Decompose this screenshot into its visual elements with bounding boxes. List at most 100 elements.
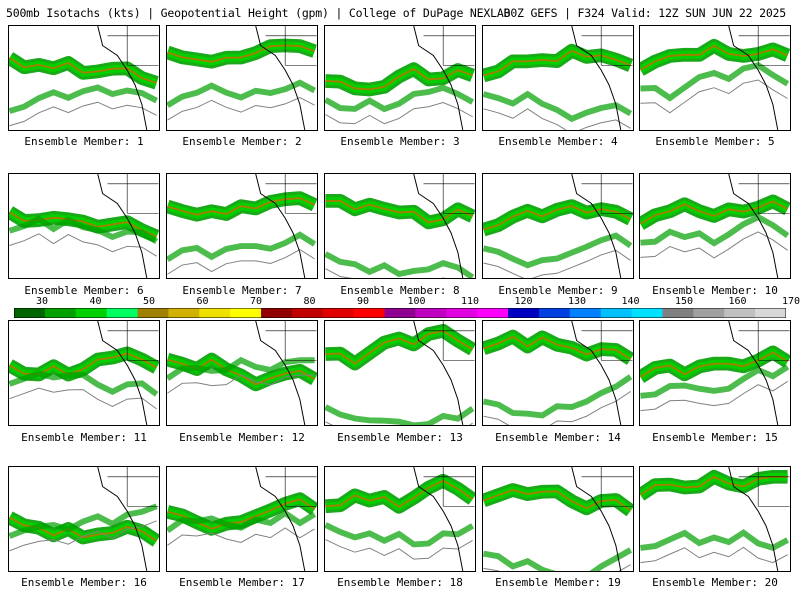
- isotach-map: [325, 26, 475, 130]
- ensemble-caption-3: Ensemble Member: 3: [340, 135, 460, 148]
- isotach-map: [640, 174, 790, 278]
- ensemble-panel-20: [639, 466, 791, 572]
- scale-label: 90: [356, 296, 370, 307]
- ensemble-panel-13: [324, 320, 476, 426]
- ensemble-caption-11: Ensemble Member: 11: [21, 431, 147, 444]
- color-scale-bar: [14, 308, 786, 318]
- scale-label: 100: [407, 296, 426, 307]
- scale-swatch: [415, 308, 447, 318]
- isotach-map: [483, 174, 633, 278]
- scale-swatch: [199, 308, 231, 318]
- scale-label: 120: [514, 296, 533, 307]
- ensemble-panel-10: [639, 173, 791, 279]
- ensemble-caption-1: Ensemble Member: 1: [24, 135, 144, 148]
- isotach-map: [9, 467, 159, 571]
- isotach-map: [483, 467, 633, 571]
- isotach-map: [9, 174, 159, 278]
- ensemble-caption-20: Ensemble Member: 20: [652, 576, 778, 589]
- scale-label: 50: [142, 296, 156, 307]
- scale-swatch: [538, 308, 571, 318]
- ensemble-panel-16: [8, 466, 160, 572]
- ensemble-panel-5: [639, 25, 791, 131]
- isotach-map: [483, 321, 633, 425]
- map-title: 500mb Isotachs (kts) | Geopotential Heig…: [6, 6, 511, 20]
- ensemble-caption-10: Ensemble Member: 10: [652, 284, 778, 297]
- scale-label: 130: [567, 296, 587, 307]
- ensemble-caption-15: Ensemble Member: 15: [652, 431, 778, 444]
- ensemble-panel-11: [8, 320, 160, 426]
- scale-label: 80: [303, 296, 316, 307]
- scale-label: 140: [621, 296, 640, 307]
- scale-swatch: [261, 308, 293, 318]
- ensemble-caption-5: Ensemble Member: 5: [655, 135, 775, 148]
- ensemble-panel-19: [482, 466, 634, 572]
- scale-swatch: [508, 308, 540, 318]
- ensemble-caption-12: Ensemble Member: 12: [179, 431, 305, 444]
- scale-label: 110: [460, 296, 480, 307]
- ensemble-caption-16: Ensemble Member: 16: [21, 576, 147, 589]
- scale-swatch: [600, 308, 633, 318]
- scale-swatch: [477, 308, 509, 318]
- scale-swatch: [693, 308, 725, 318]
- ensemble-caption-8: Ensemble Member: 8: [340, 284, 460, 297]
- scale-swatch: [14, 308, 46, 318]
- scale-label: 30: [35, 296, 49, 307]
- scale-swatch: [755, 308, 786, 318]
- ensemble-panel-14: [482, 320, 634, 426]
- isotach-map: [167, 321, 317, 425]
- ensemble-caption-19: Ensemble Member: 19: [495, 576, 621, 589]
- ensemble-caption-9: Ensemble Member: 9: [498, 284, 618, 297]
- scale-swatch: [724, 308, 756, 318]
- isotach-map: [167, 467, 317, 571]
- scale-swatch: [44, 308, 77, 318]
- scale-swatch: [322, 308, 355, 318]
- ensemble-panel-18: [324, 466, 476, 572]
- ensemble-panel-2: [166, 25, 318, 131]
- ensemble-panel-8: [324, 173, 476, 279]
- isotach-map: [640, 467, 790, 571]
- ensemble-caption-4: Ensemble Member: 4: [498, 135, 618, 148]
- ensemble-panel-9: [482, 173, 634, 279]
- ensemble-panel-15: [639, 320, 791, 426]
- scale-label: 70: [249, 296, 263, 307]
- scale-label: 60: [196, 296, 209, 307]
- ensemble-caption-13: Ensemble Member: 13: [337, 431, 463, 444]
- ensemble-panel-1: [8, 25, 160, 131]
- ensemble-caption-18: Ensemble Member: 18: [337, 576, 463, 589]
- scale-swatch: [384, 308, 416, 318]
- map-valid-time: 00Z GEFS | F324 Valid: 12Z SUN JUN 22 20…: [503, 6, 787, 20]
- scale-label: 40: [89, 296, 102, 307]
- ensemble-caption-17: Ensemble Member: 17: [179, 576, 305, 589]
- scale-label: 170: [781, 296, 800, 307]
- scale-swatch: [137, 308, 169, 318]
- ensemble-panel-4: [482, 25, 634, 131]
- ensemble-panel-12: [166, 320, 318, 426]
- isotach-map: [640, 26, 790, 130]
- scale-label: 150: [674, 296, 694, 307]
- scale-swatch: [291, 308, 324, 318]
- isotach-map: [640, 321, 790, 425]
- ensemble-panel-17: [166, 466, 318, 572]
- isotach-map: [325, 321, 475, 425]
- ensemble-caption-7: Ensemble Member: 7: [182, 284, 302, 297]
- scale-swatch: [662, 308, 694, 318]
- isotach-map: [9, 26, 159, 130]
- isotach-map: [325, 174, 475, 278]
- isotach-map: [483, 26, 633, 130]
- scale-swatch: [106, 308, 139, 318]
- scale-swatch: [353, 308, 386, 318]
- scale-swatch: [75, 308, 108, 318]
- scale-swatch: [569, 308, 602, 318]
- scale-swatch: [168, 308, 200, 318]
- ensemble-caption-2: Ensemble Member: 2: [182, 135, 302, 148]
- ensemble-panel-6: [8, 173, 160, 279]
- isotach-map: [9, 321, 159, 425]
- isotach-map: [167, 174, 317, 278]
- isotach-map: [167, 26, 317, 130]
- ensemble-caption-6: Ensemble Member: 6: [24, 284, 144, 297]
- isotach-map: [325, 467, 475, 571]
- ensemble-caption-14: Ensemble Member: 14: [495, 431, 621, 444]
- ensemble-panel-7: [166, 173, 318, 279]
- scale-swatch: [230, 308, 262, 318]
- ensemble-panel-3: [324, 25, 476, 131]
